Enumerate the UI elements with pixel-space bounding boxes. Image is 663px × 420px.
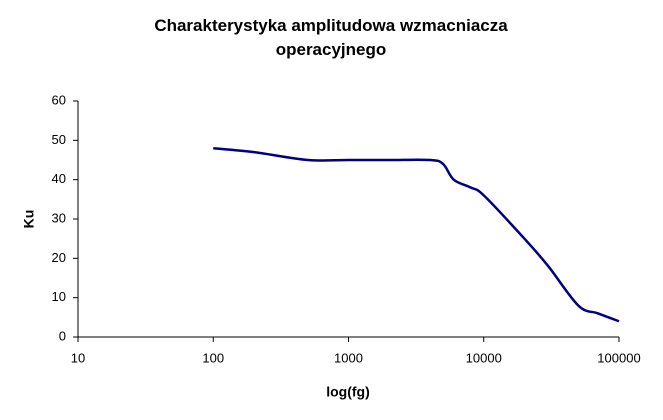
x-tick-label: 1000 [334, 350, 363, 365]
y-tick-label: 30 [52, 210, 66, 225]
chart-title: Charakterystyka amplitudowa wzmacniacza … [154, 16, 508, 59]
y-tick-label: 0 [59, 328, 66, 343]
x-tick-label: 10 [71, 350, 85, 365]
y-tick-label: 60 [52, 92, 66, 107]
x-tick-label: 100 [202, 350, 224, 365]
data-line [213, 146, 620, 323]
y-tick-label: 20 [52, 250, 66, 265]
x-axis-title: log(fg) [326, 384, 370, 400]
x-tick-label: 100000 [597, 350, 640, 365]
y-tick-label: 10 [52, 289, 66, 304]
y-tick-label: 50 [52, 132, 66, 147]
y-axis-title: Ku [21, 210, 37, 229]
y-tick-label: 40 [52, 171, 66, 186]
x-tick-label: 10000 [466, 350, 502, 365]
